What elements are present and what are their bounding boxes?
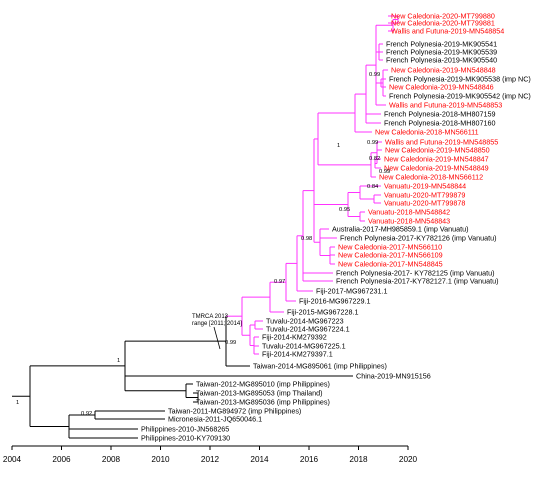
leaf-label: French Polynesia-2019-MK905540 — [386, 56, 497, 65]
leaf-label: New Caledonia-2020-MT799881 — [391, 19, 495, 28]
leaf-label: French Polynesia-2017-KY782127.1 (imp Va… — [336, 277, 498, 286]
leaf-label: Fiji-2014-KM279392 — [262, 333, 327, 342]
leaf-label: Taiwan-2013-MG895053 (imp Thailand) — [196, 389, 323, 398]
leaf-label: Fiji-2017-MG967231.1 — [316, 287, 388, 296]
leaf-label: French Polynesia-2019-MK905541 — [386, 40, 497, 49]
leaf-label: Taiwan-2014-MG895061 (imp Philippines) — [253, 362, 387, 371]
tmrca-pointer — [213, 326, 221, 350]
axis-tick-label: 2010 — [151, 455, 170, 464]
support-value: 0.98 — [301, 236, 312, 242]
axis-tick-label: 2008 — [102, 455, 121, 464]
leaf-label: Fiji-2016-MG967229.1 — [299, 297, 371, 306]
leaf-label: New Caledonia-2019-MN548849 — [384, 164, 489, 173]
leaf-label: New Caledonia-2017-MN566109 — [338, 251, 443, 260]
axis-tick-label: 2006 — [52, 455, 71, 464]
time-axis: 2004 2006 2008 2010 2012 2014 2016 2018 2020 — [3, 445, 418, 464]
leaf-label: New Caledonia-2018-MN566111 — [375, 128, 479, 137]
leaf-label: New Caledonia-2019-MN548846 — [389, 83, 494, 92]
tmrca-line-2: range [2011; 2014] — [192, 321, 242, 327]
leaf-label: Australia-2017-MH985859.1 (imp Vanuatu) — [332, 225, 469, 234]
leaf-label: Fiji-2015-MG967228.1 — [287, 308, 359, 317]
leaf-label: New Caledonia-2020-MT799880 — [391, 12, 495, 21]
leaf-label: Vanuatu-2020-MT799879 — [384, 191, 465, 200]
leaf-label: New Caledonia-2019-MN548848 — [391, 66, 496, 75]
support-values: 1 0.92 1 0.99 0.97 0.98 1 0.99 0.99 0.95 0.84 0.99 0… — [16, 72, 390, 417]
leaf-label: New Caledonia-2018-MN566112 — [379, 173, 483, 182]
leaf-label: Vanuatu-2018-MN548842 — [368, 208, 450, 217]
leaf-label: French Polynesia-2019-MK905538 (imp NC) — [389, 75, 531, 84]
support-value: 0.95 — [339, 207, 350, 213]
axis-tick-label: 2018 — [349, 455, 368, 464]
leaf-label: Wallis and Futuna-2019-MN548853 — [389, 101, 502, 110]
leaf-label: Vanuatu-2019-MN548844 — [384, 182, 466, 191]
tree-branches — [12, 15, 399, 439]
leaf-label: Fiji-2014-KM279397.1 — [262, 350, 333, 359]
leaf-label: China-2019-MN915156 — [356, 372, 431, 381]
leaf-label: Wallis and Futuna-2019-MN548855 — [385, 138, 498, 147]
support-value: 0.99 — [379, 169, 390, 175]
axis-tick-label: 2020 — [399, 455, 418, 464]
leaf-label: Tuvalu-2014-MG967223 — [266, 317, 344, 326]
leaf-label: New Caledonia-2017-MN566110 — [338, 243, 442, 252]
leaf-label: Taiwan-2013-MG895036 (imp Philippines) — [196, 398, 330, 407]
support-value: 0.82 — [369, 156, 380, 162]
leaf-label: New Caledonia-2019-MN548847 — [384, 155, 489, 164]
axis-tick-label: 2012 — [201, 455, 220, 464]
leaf-label: French Polynesia-2018-MH807160 — [384, 119, 495, 128]
support-value: 1 — [16, 400, 19, 406]
leaf-label: Vanuatu-2020-MT799878 — [384, 199, 465, 208]
leaf-label: French Polynesia-2017- KY782125 (imp Van… — [336, 269, 494, 278]
axis-tick-label: 2016 — [300, 455, 319, 464]
leaf-label: Tuvalu-2014-MG967224.1 — [266, 325, 350, 334]
support-value: 1 — [337, 143, 340, 149]
support-value: 1 — [117, 358, 120, 364]
leaf-label: Tuvalu-2014-MG967225.1 — [262, 342, 346, 351]
leaf-label: French Polynesia-2019-MK905542 (imp NC) — [389, 92, 531, 101]
leaf-label: Philippines-2010-JN568265 — [141, 425, 229, 434]
leaf-label: Vanuatu-2018-MN548843 — [368, 217, 450, 226]
support-value: 0.92 — [81, 411, 92, 417]
axis-tick-label: 2014 — [250, 455, 269, 464]
leaf-label: New Caledonia-2017-MN548845 — [338, 260, 443, 269]
leaf-label: French Polynesia-2017-KY782126 (imp Vanu… — [340, 234, 497, 243]
tmrca-line-1: TMRCA 2013 — [192, 314, 229, 320]
leaf-label: Micronesia-2011-JQ650046.1 — [168, 415, 262, 424]
leaf-label: Wallis and Futuna-2019-MN548854 — [391, 27, 504, 36]
leaf-label: New Caledonia-2019-MN548850 — [385, 146, 490, 155]
support-value: 0.99 — [225, 340, 236, 346]
axis-tick-label: 2004 — [3, 455, 22, 464]
leaf-label: French Polynesia-2019-MK905539 — [386, 48, 497, 57]
support-value: 0.99 — [369, 72, 380, 78]
leaf-label: Philippines-2010-KY709130 — [141, 434, 230, 443]
support-value: 0.99 — [367, 140, 378, 146]
leaf-label: Taiwan-2012-MG895010 (imp Philippines) — [196, 380, 330, 389]
leaf-label: Taiwan-2011-MG894972 (imp Philippines) — [168, 407, 301, 416]
support-value: 0.84 — [367, 184, 379, 190]
leaf-label: French Polynesia-2018-MH807159 — [384, 110, 495, 119]
tmrca-annotation: TMRCA 2013 range [2011; 2014] — [192, 314, 242, 350]
support-value: 0.97 — [274, 279, 285, 285]
